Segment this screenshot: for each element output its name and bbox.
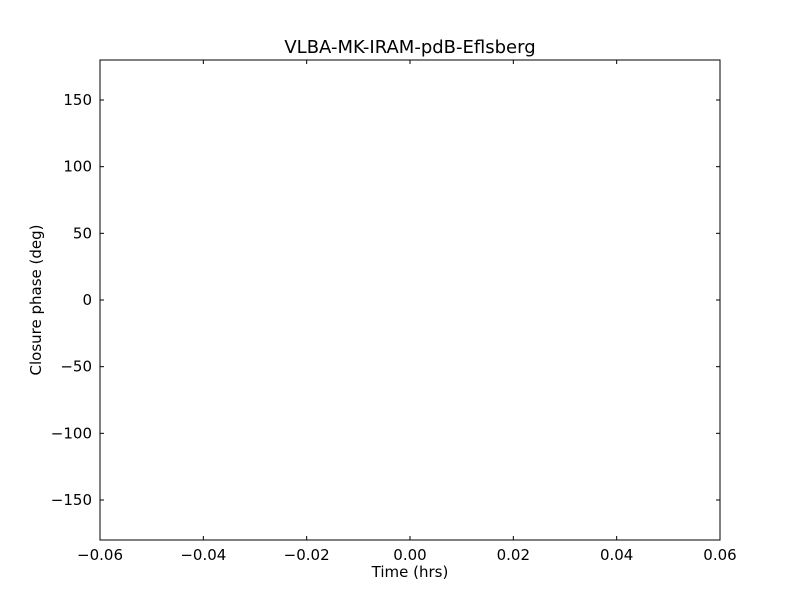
plot-area-frame [99,59,721,541]
x-tick-label: −0.04 [180,546,226,564]
x-tick-label: 0.06 [703,546,736,564]
y-tick-label: −150 [51,491,92,509]
y-axis-label: Closure phase (deg) [27,225,45,376]
y-tick-label: 50 [73,224,92,242]
ticks: −0.06 −0.04 −0.02 0.00 0.02 0.04 0.06 −150 −100 −… [51,60,737,564]
y-tick-label: 0 [82,291,92,309]
x-tick-label: −0.02 [284,546,330,564]
x-tick-label: 0.04 [600,546,633,564]
y-tick-label: −100 [51,424,92,442]
x-axis-label: Time (hrs) [371,563,449,581]
x-tick-label: 0.00 [393,546,426,564]
y-tick-label: −50 [60,358,92,376]
y-tick-label: 150 [63,91,92,109]
x-tick-label: −0.06 [77,546,123,564]
chart-title: VLBA-MK-IRAM-pdB-Eflsberg [284,37,535,58]
x-tick-label: 0.02 [497,546,530,564]
y-tick-label: 100 [63,158,92,176]
